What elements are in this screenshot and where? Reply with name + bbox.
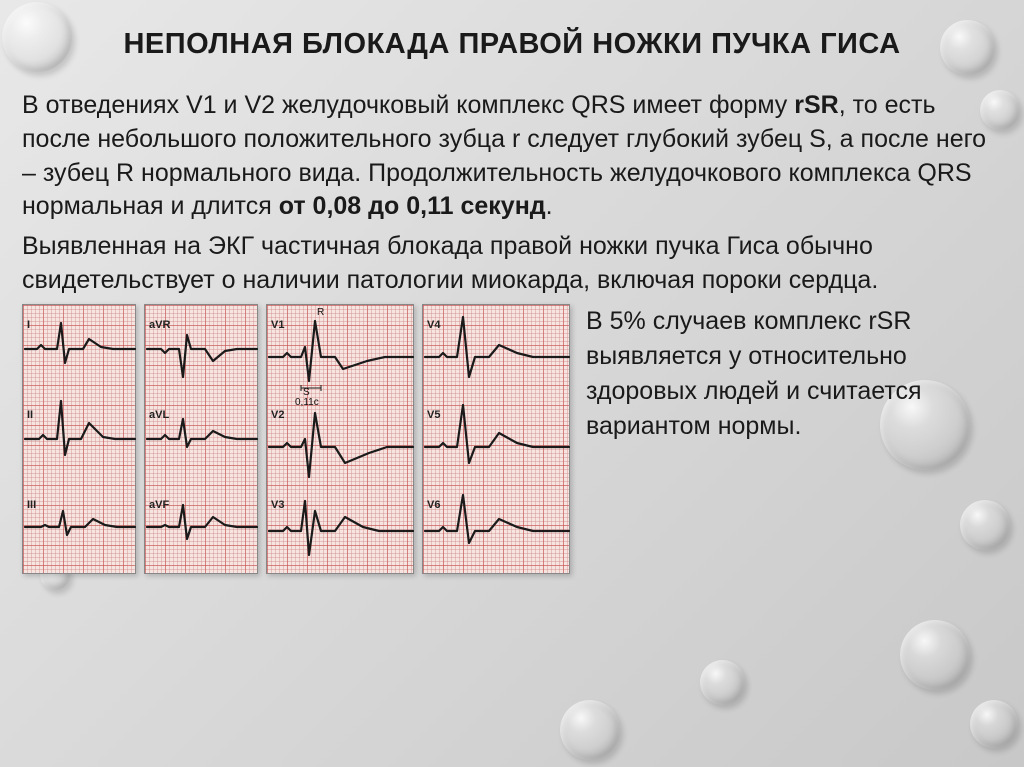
p1-bold-rsr: rSR — [794, 91, 838, 119]
ecg-strip: V4V5V6 — [422, 304, 570, 574]
p1-pre: В отведениях V1 и V2 желудочковый компле… — [22, 91, 794, 119]
ecg-figure: IIIIIIaVRaVLaVFV1V2V3RS0,11cV4V5V6 — [22, 304, 570, 574]
paragraph-1: В отведениях V1 и V2 желудочковый компле… — [22, 89, 1002, 224]
svg-text:R: R — [317, 307, 324, 318]
p1-end: . — [546, 192, 553, 220]
ecg-strip: V1V2V3RS0,11c — [266, 304, 414, 574]
ecg-strip: IIIIII — [22, 304, 136, 574]
ecg-strip: aVRaVLaVF — [144, 304, 258, 574]
side-paragraph: В 5% случаев комплекс rSR выявляется у о… — [582, 304, 1002, 574]
p1-bold-duration: от 0,08 до 0,11 секунд — [279, 192, 546, 220]
lower-row: IIIIIIaVRaVLaVFV1V2V3RS0,11cV4V5V6 В 5% … — [22, 304, 1002, 574]
svg-text:0,11c: 0,11c — [295, 397, 319, 408]
slide-title: НЕПОЛНАЯ БЛОКАДА ПРАВОЙ НОЖКИ ПУЧКА ГИСА — [22, 28, 1002, 61]
paragraph-2: Выявленная на ЭКГ частичная блокада прав… — [22, 230, 1002, 298]
slide: НЕПОЛНАЯ БЛОКАДА ПРАВОЙ НОЖКИ ПУЧКА ГИСА… — [0, 0, 1024, 767]
